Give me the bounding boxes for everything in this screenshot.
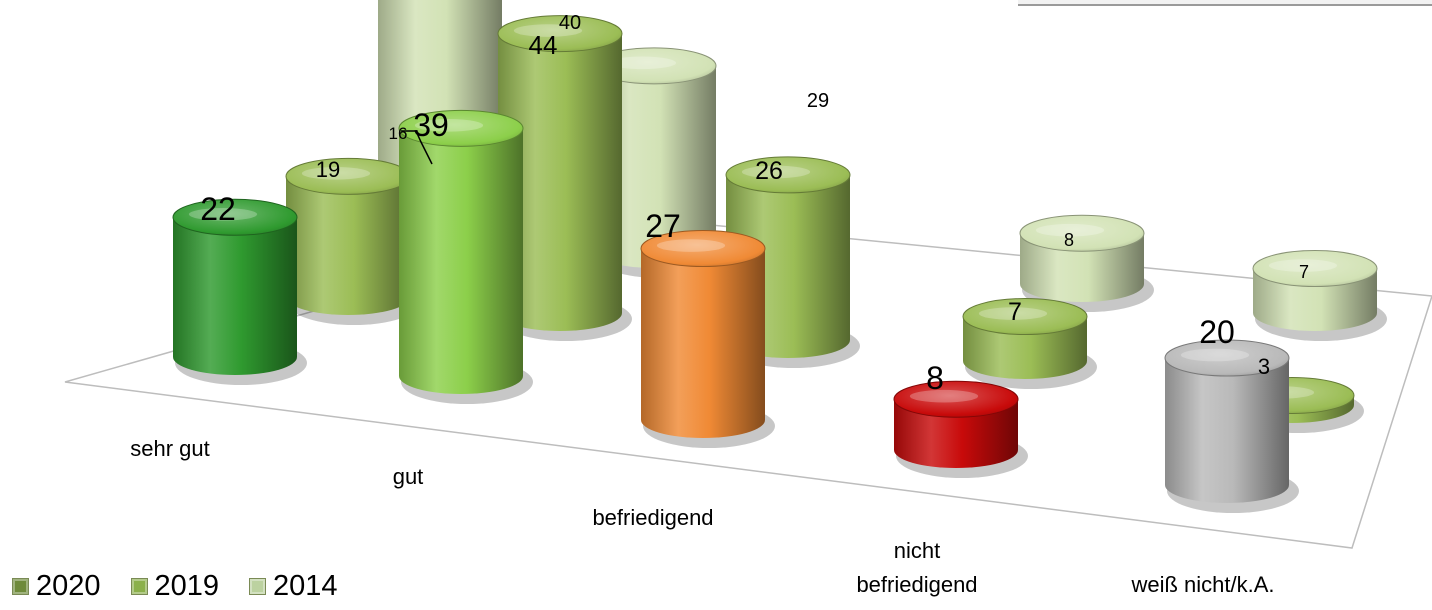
legend-item-2019: 2019 [130,570,220,602]
bar-body [399,128,523,394]
bar-highlight [978,307,1048,320]
value-label-2020-wei-nicht-k-a: 20 [1199,314,1235,350]
bar-body [173,217,297,375]
bar-top [398,109,524,147]
value-label-2014-nicht-befriedigend: 8 [1064,230,1074,250]
bars-layer [172,0,1387,513]
legend-item-2014: 2014 [249,572,338,601]
bar-highlight [607,56,677,70]
legend-swatch [12,578,29,595]
legend: 2020 2019 2014 [12,572,368,601]
value-label-2014-sehr-gut: 16 [389,124,408,143]
bar-top [893,380,1019,418]
value-label-2020-sehr-gut: 22 [200,191,236,227]
bar-2020-befriedigend [640,230,775,448]
bar-body [1020,233,1144,302]
value-label-2019-wei-nicht-k-a: 3 [1258,354,1270,379]
bar-highlight [656,239,726,252]
bar-highlight [414,119,484,132]
bar-body [498,33,622,331]
legend-label: 2014 [273,570,338,602]
bar-top [640,230,766,268]
bar-body [894,399,1018,468]
legend-label: 2019 [154,570,220,602]
bar-highlight [909,389,979,403]
category-label-nicht-befriedigend: nicht befriedigend [856,538,977,597]
bar-highlight [188,208,258,221]
bar-2020-wei-nicht-k-a [1164,339,1299,513]
bar-highlight [513,24,583,37]
bar-2020-gut [398,109,533,404]
bar-highlight [1268,259,1338,272]
bar-top [962,298,1088,336]
bar-top [725,156,851,194]
bar-highlight [741,165,811,179]
bar-top [1164,339,1290,377]
legend-swatch [130,578,148,595]
bar-highlight [1035,223,1105,237]
bar-highlight [1180,348,1250,362]
bar-2019-nicht-befriedigend [962,298,1097,389]
bar-highlight [301,167,371,180]
value-label-2019-nicht-befriedigend: 7 [1008,298,1022,326]
value-label-2014-befriedigend: 29 [807,90,829,112]
bar-2020-nicht-befriedigend [893,380,1028,478]
corner-box [1018,0,1432,6]
bar-2020-sehr-gut [172,198,307,385]
bar-top [1019,214,1145,252]
value-label-2019-gut: 44 [529,30,558,60]
bar-2014-wei-nicht-k-a [1252,250,1387,341]
bar-body [286,176,410,315]
value-label-2020-befriedigend: 27 [645,208,681,244]
bar-2014-nicht-befriedigend [1019,214,1154,312]
bar-top [497,15,623,53]
legend-swatch [249,578,267,595]
bar-body [592,65,716,268]
bar-body [641,248,765,438]
bar-2019-gut [497,15,632,341]
category-label-wei-nicht-k-a: weiß nicht/k.A. [1130,572,1274,597]
legend-item-2020: 2020 [12,572,101,601]
bar-2019-sehr-gut [285,157,420,325]
bar-top [1252,250,1378,288]
value-label-2019-befriedigend: 26 [755,157,783,185]
bar-body [1165,358,1289,503]
value-label-2019-sehr-gut: 19 [316,157,340,182]
category-label-befriedigend: befriedigend [592,505,713,530]
leader-line [401,130,433,165]
legend-label: 2020 [36,570,101,602]
value-label-2014-wei-nicht-k-a: 7 [1299,262,1309,282]
category-label-gut: gut [393,464,424,489]
bar-top [172,198,298,236]
value-label-2014-gut: 40 [559,12,581,34]
value-label-2020-nicht-befriedigend: 8 [926,360,944,396]
category-label-sehr-gut: sehr gut [130,436,210,461]
